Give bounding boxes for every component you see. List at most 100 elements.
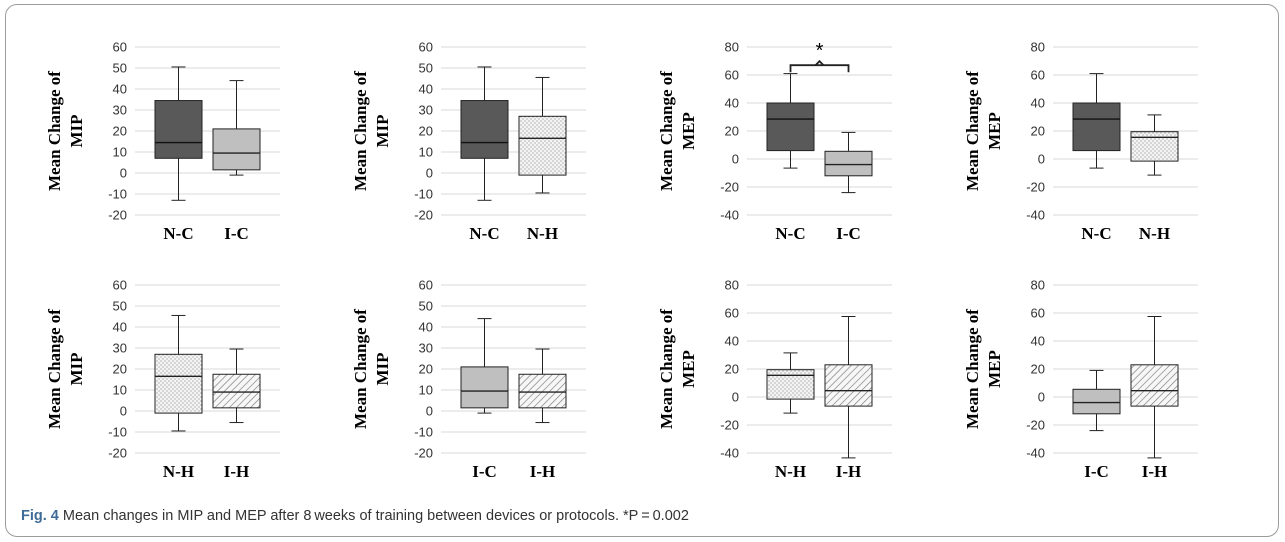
y-tick-label: 80 (725, 40, 739, 55)
figure-frame (5, 4, 1279, 537)
y-tick-label: 30 (113, 341, 127, 356)
y-tick-label: -20 (414, 446, 433, 461)
chart-panel: -20 -10 0 10 20 30 40 50 60 Mean Change of MIP N-H I… (45, 278, 280, 481)
category-label: I-C (472, 462, 497, 481)
y-tick-label: 0 (732, 152, 739, 167)
y-tick-label: 40 (1031, 96, 1045, 111)
significance-bracket (789, 64, 850, 73)
caption-text: Mean changes in MIP and MEP after 8 week… (62, 508, 689, 524)
box-iqr (1072, 102, 1121, 152)
y-tick-label: 80 (1031, 40, 1045, 55)
y-tick-label: 20 (419, 362, 433, 377)
y-axis-label: MIP (373, 114, 392, 147)
category-label: N-H (1139, 224, 1170, 243)
y-tick-label: 10 (419, 145, 433, 160)
y-tick-label: 20 (113, 124, 127, 139)
y-tick-label: -10 (108, 425, 127, 440)
y-axis-label: MIP (67, 114, 86, 147)
y-axis-label: Mean Change of (351, 71, 370, 191)
chart-panel: -40 -20 0 20 40 60 80 Mean Change of MEP N-C N-H (963, 40, 1198, 243)
y-tick-label: 60 (1031, 68, 1045, 83)
box-iqr (460, 366, 509, 409)
figure-label: Fig. 4 (21, 508, 59, 524)
y-tick-label: 60 (725, 306, 739, 321)
y-tick-label: 0 (426, 166, 433, 181)
y-tick-label: -10 (108, 187, 127, 202)
y-tick-label: -20 (108, 208, 127, 223)
box-iqr (212, 373, 261, 409)
y-tick-label: -10 (414, 187, 433, 202)
y-tick-label: -20 (1026, 180, 1045, 195)
box-iqr (824, 364, 873, 407)
category-label: I-C (836, 224, 861, 243)
y-tick-label: -20 (720, 418, 739, 433)
category-label: N-C (469, 224, 499, 243)
significance-marker: * (816, 40, 824, 62)
y-tick-label: 50 (113, 61, 127, 76)
y-axis-label: Mean Change of (963, 71, 982, 191)
category-label: N-C (775, 224, 805, 243)
y-tick-label: 20 (725, 362, 739, 377)
y-tick-label: 40 (419, 82, 433, 97)
y-tick-label: 0 (1038, 390, 1045, 405)
y-axis-label: Mean Change of (657, 71, 676, 191)
y-axis-label: Mean Change of (45, 309, 64, 429)
box-iqr (212, 128, 261, 171)
y-tick-label: -10 (414, 425, 433, 440)
y-tick-label: 60 (419, 278, 433, 293)
chart-panel: -20 -10 0 10 20 30 40 50 60 Mean Change of MIP N-C I… (45, 40, 280, 243)
y-tick-label: -40 (720, 208, 739, 223)
category-label: I-C (224, 224, 249, 243)
y-axis-label: MEP (679, 350, 698, 388)
box-iqr (460, 100, 509, 159)
y-tick-label: 40 (113, 82, 127, 97)
figure-caption: Fig. 4 Mean changes in MIP and MEP after… (21, 508, 689, 524)
box-iqr (1130, 131, 1179, 162)
chart-panel: -40 -20 0 20 40 60 80 Mean Change of MEP I-C I-H (963, 278, 1198, 481)
y-tick-label: -20 (414, 208, 433, 223)
y-tick-label: 50 (419, 299, 433, 314)
y-tick-label: 20 (725, 124, 739, 139)
category-label: N-H (775, 462, 806, 481)
y-tick-label: 0 (120, 166, 127, 181)
chart-panel: -20 -10 0 10 20 30 40 50 60 Mean Change of MIP N-C N… (351, 40, 586, 243)
y-tick-label: 60 (113, 40, 127, 55)
category-label: N-H (527, 224, 558, 243)
category-label: I-H (836, 462, 862, 481)
y-tick-label: -20 (108, 446, 127, 461)
box-iqr (1072, 388, 1121, 415)
category-label: I-H (1142, 462, 1168, 481)
y-tick-label: 40 (725, 96, 739, 111)
y-axis-label: Mean Change of (351, 309, 370, 429)
y-tick-label: 40 (419, 320, 433, 335)
y-tick-label: 40 (725, 334, 739, 349)
y-axis-label: Mean Change of (657, 309, 676, 429)
y-tick-label: 50 (113, 299, 127, 314)
y-axis-label: MEP (985, 112, 1004, 150)
y-tick-label: 40 (1031, 334, 1045, 349)
y-tick-label: -40 (720, 446, 739, 461)
y-tick-label: -40 (1026, 208, 1045, 223)
category-label: N-C (1081, 224, 1111, 243)
y-tick-label: -40 (1026, 446, 1045, 461)
category-label: N-H (163, 462, 194, 481)
y-tick-label: 10 (113, 383, 127, 398)
box-iqr (154, 353, 203, 414)
box-iqr (766, 369, 815, 400)
box-iqr (1130, 364, 1179, 407)
y-tick-label: 20 (1031, 362, 1045, 377)
category-label: I-H (224, 462, 250, 481)
y-tick-label: 0 (426, 404, 433, 419)
y-tick-label: 0 (1038, 152, 1045, 167)
y-axis-label: MIP (373, 352, 392, 385)
y-tick-label: 20 (113, 362, 127, 377)
y-axis-label: Mean Change of (963, 309, 982, 429)
y-tick-label: 30 (419, 341, 433, 356)
y-axis-label: Mean Change of (45, 71, 64, 191)
category-label: I-C (1084, 462, 1109, 481)
chart-panel: -40 -20 0 20 40 60 80 Mean Change of MEP N-H I-H (657, 278, 892, 481)
y-tick-label: 60 (725, 68, 739, 83)
y-tick-label: -20 (1026, 418, 1045, 433)
